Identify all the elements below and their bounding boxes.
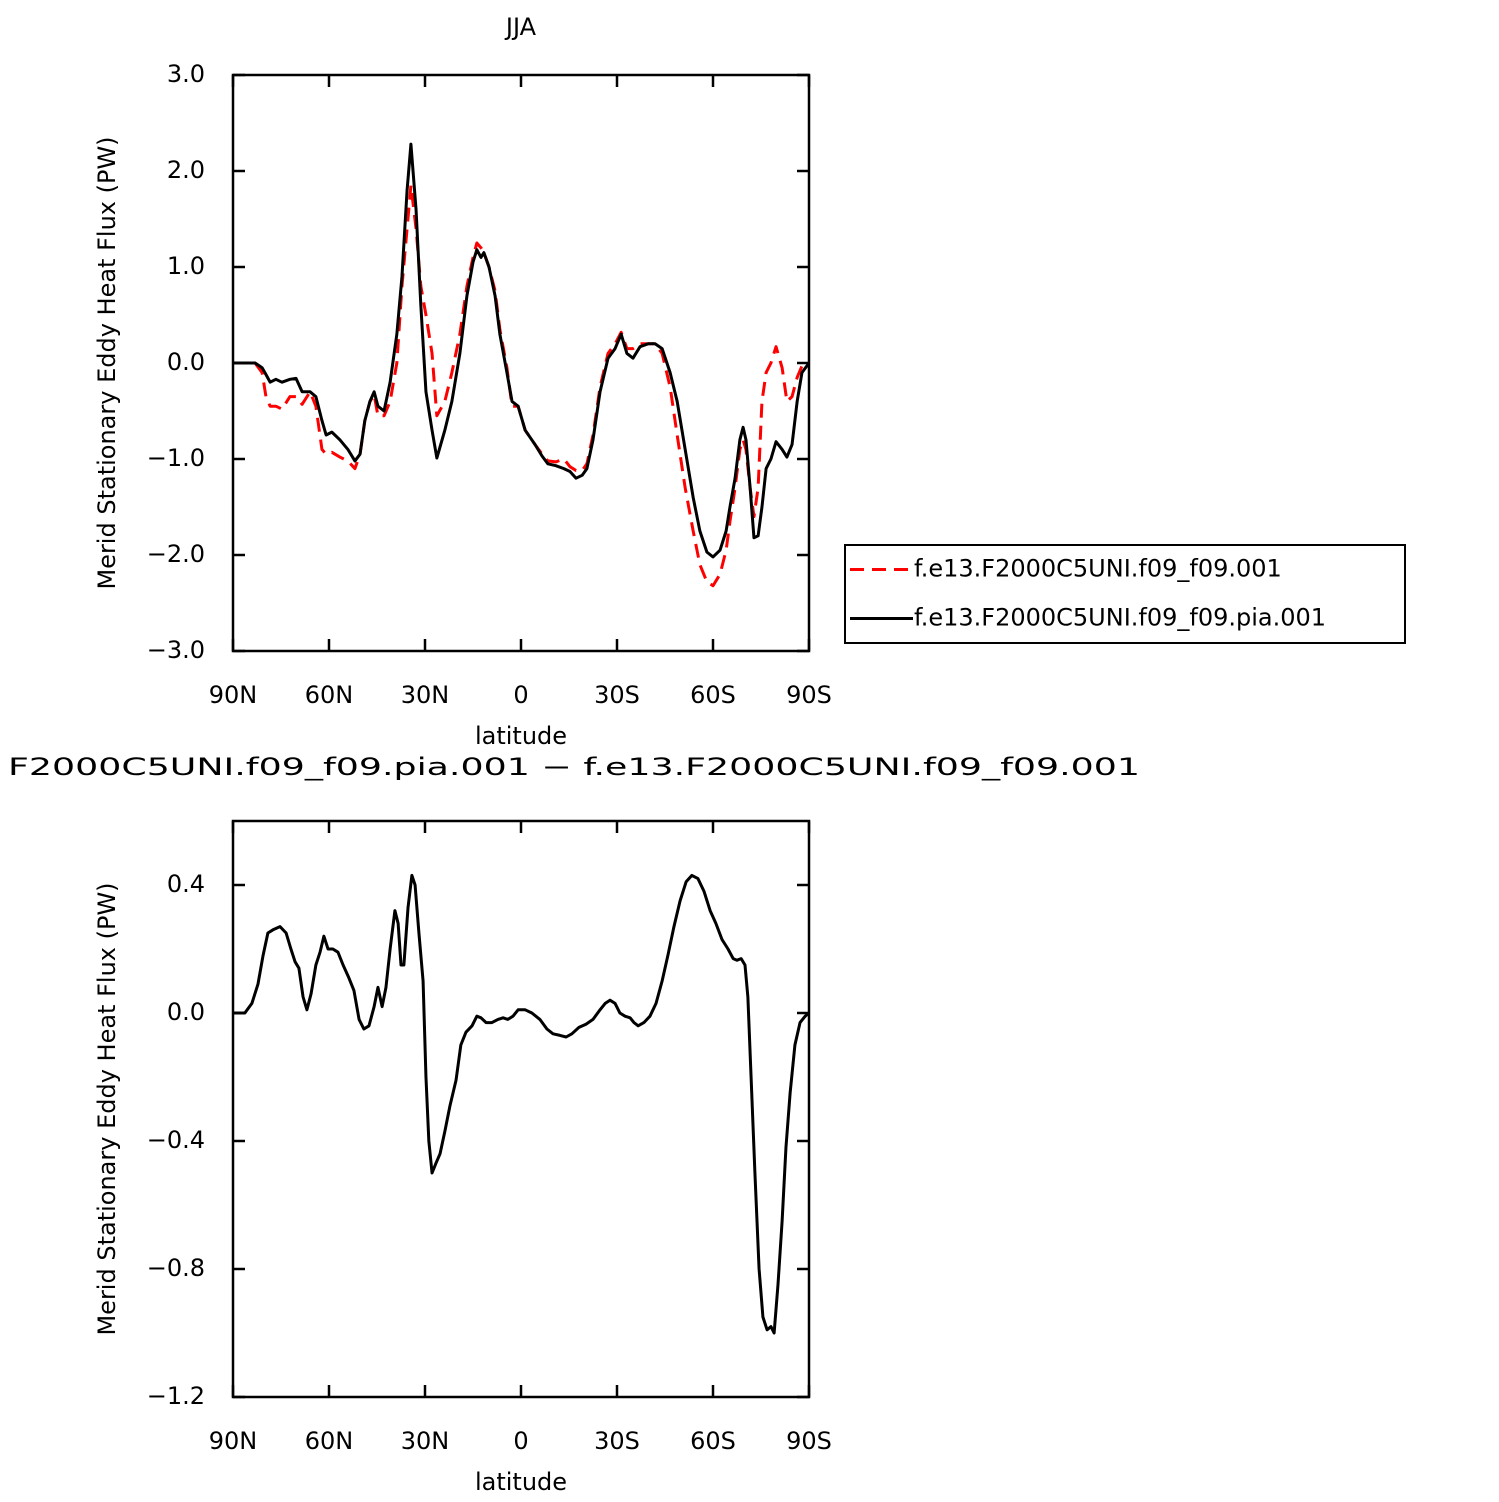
y-tick-label: 1.0	[167, 252, 205, 280]
x-tick-label: 60S	[690, 1427, 736, 1455]
x-tick-label: 90S	[786, 1427, 832, 1455]
plot-frame	[231, 819, 811, 1399]
y-tick-label: −0.8	[147, 1254, 205, 1282]
y-tick-label: −1.2	[147, 1382, 205, 1410]
legend-label: f.e13.F2000C5UNI.f09_f09.pia.001	[914, 604, 1326, 632]
x-axis-label: latitude	[475, 1468, 567, 1496]
x-tick-label: 60N	[305, 681, 354, 709]
x-tick-label: 60S	[690, 681, 736, 709]
y-axis-label: Merid Stationary Eddy Heat Flux (PW)	[93, 136, 121, 589]
y-tick-label: 0.0	[167, 348, 205, 376]
chart: F2000C5UNI.f09_f09.pia.001 − f.e13.F2000…	[8, 753, 1140, 1496]
y-tick-label: 3.0	[167, 60, 205, 88]
x-tick-label: 90S	[786, 681, 832, 709]
chart-title: F2000C5UNI.f09_f09.pia.001 − f.e13.F2000…	[8, 753, 1140, 781]
y-tick-label: −1.0	[147, 444, 205, 472]
legend-box	[844, 544, 1406, 644]
legend-label: f.e13.F2000C5UNI.f09_f09.001	[914, 555, 1282, 583]
x-tick-label: 90N	[209, 1427, 258, 1455]
y-axis-label: Merid Stationary Eddy Heat Flux (PW)	[93, 882, 121, 1335]
y-tick-label: −2.0	[147, 540, 205, 568]
y-tick-label: 2.0	[167, 156, 205, 184]
series-line	[233, 873, 810, 1335]
y-tick-label: 0.4	[167, 870, 205, 898]
y-tick-label: 0.0	[167, 998, 205, 1026]
x-tick-label: 0	[513, 681, 528, 709]
series-line	[233, 183, 810, 588]
x-tick-label: 30N	[401, 1427, 450, 1455]
chart-title: JJA	[504, 13, 537, 41]
x-tick-label: 30S	[594, 681, 640, 709]
x-axis-label: latitude	[475, 722, 567, 750]
y-tick-label: −0.4	[147, 1126, 205, 1154]
x-tick-label: 0	[513, 1427, 528, 1455]
x-tick-label: 30S	[594, 1427, 640, 1455]
y-tick-label: −3.0	[147, 636, 205, 664]
series-line	[233, 142, 811, 559]
x-tick-label: 90N	[209, 681, 258, 709]
x-tick-label: 60N	[305, 1427, 354, 1455]
x-tick-label: 30N	[401, 681, 450, 709]
